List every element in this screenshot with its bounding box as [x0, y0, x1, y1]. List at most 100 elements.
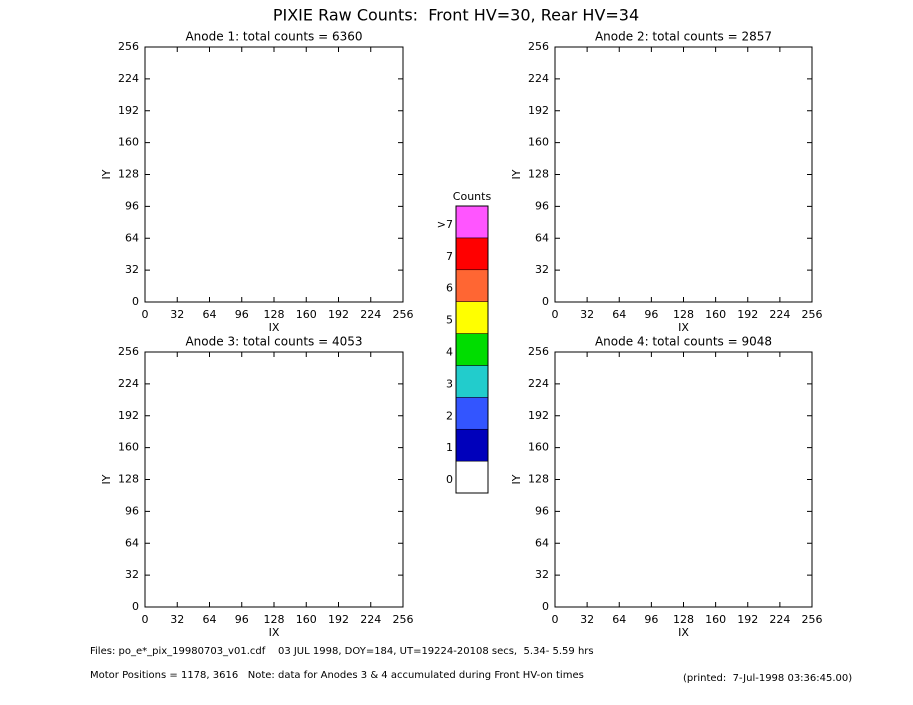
y-tick-label: 192	[118, 104, 139, 117]
x-tick-label: 224	[360, 613, 381, 626]
y-tick-label: 192	[528, 104, 549, 117]
y-tick-label: 64	[125, 231, 139, 244]
colorbar-swatch	[455, 397, 489, 430]
plot-frame	[554, 351, 813, 608]
y-tick-label: 128	[528, 168, 549, 181]
x-tick-label: 128	[673, 613, 694, 626]
panel-title: Anode 3: total counts = 4053	[185, 335, 362, 349]
plot-frame	[554, 46, 813, 303]
colorbar-swatch	[455, 301, 489, 334]
y-tick-label: 0	[542, 295, 549, 308]
x-tick-label: 224	[360, 308, 381, 321]
y-tick-label: 96	[125, 199, 139, 212]
x-tick-label: 96	[644, 613, 658, 626]
colorbar-swatch	[455, 205, 489, 239]
x-tick-label: 256	[802, 613, 823, 626]
colorbar-swatch	[455, 428, 489, 462]
y-tick-label: 64	[535, 536, 549, 549]
x-tick-label: 32	[580, 613, 594, 626]
y-tick-label: 32	[535, 263, 549, 276]
x-tick-label: 192	[328, 613, 349, 626]
x-axis-label: IX	[269, 321, 280, 334]
y-tick-label: 160	[528, 136, 549, 149]
y-tick-label: 192	[118, 409, 139, 422]
y-tick-label: 256	[528, 345, 549, 358]
y-tick-label: 224	[118, 377, 139, 390]
y-tick-label: 0	[132, 295, 139, 308]
x-tick-label: 224	[769, 613, 790, 626]
y-tick-label: 224	[528, 377, 549, 390]
x-tick-label: 32	[170, 308, 184, 321]
x-tick-label: 256	[802, 308, 823, 321]
y-axis-label: IY	[510, 169, 523, 179]
footer-files: Files: po_e*_pix_19980703_v01.cdf 03 JUL…	[90, 646, 594, 657]
y-tick-label: 256	[118, 345, 139, 358]
y-axis-label: IY	[510, 474, 523, 484]
colorbar-label: >7	[437, 218, 453, 231]
colorbar-swatch	[455, 460, 489, 494]
y-tick-label: 160	[118, 441, 139, 454]
x-tick-label: 160	[705, 613, 726, 626]
x-tick-label: 128	[673, 308, 694, 321]
x-tick-label: 0	[552, 613, 559, 626]
y-tick-label: 160	[118, 136, 139, 149]
y-tick-label: 32	[535, 568, 549, 581]
x-tick-label: 160	[296, 308, 317, 321]
x-tick-label: 128	[264, 308, 285, 321]
colorbar-swatch	[455, 365, 489, 398]
y-tick-label: 32	[125, 263, 139, 276]
x-tick-label: 64	[203, 308, 217, 321]
colorbar-label: 3	[446, 377, 453, 390]
colorbar-label: 6	[446, 282, 453, 295]
colorbar-title: Counts	[453, 190, 492, 203]
colorbar-label: 1	[446, 441, 453, 454]
x-tick-label: 0	[552, 308, 559, 321]
colorbar-label: 2	[446, 409, 453, 422]
plot-frame	[144, 46, 404, 303]
x-axis-label: IX	[678, 626, 689, 639]
y-axis-label: IY	[100, 169, 113, 179]
colorbar-frame	[455, 205, 489, 494]
y-tick-label: 96	[535, 199, 549, 212]
footer-motor: Motor Positions = 1178, 3616 Note: data …	[90, 670, 584, 681]
y-tick-label: 224	[118, 72, 139, 85]
y-tick-label: 0	[132, 600, 139, 613]
x-tick-label: 64	[203, 613, 217, 626]
panel-title: Anode 2: total counts = 2857	[595, 30, 772, 44]
colorbar-swatch	[455, 237, 489, 271]
y-tick-label: 64	[125, 536, 139, 549]
x-tick-label: 32	[580, 308, 594, 321]
y-tick-label: 160	[528, 441, 549, 454]
y-tick-label: 96	[125, 504, 139, 517]
x-tick-label: 0	[142, 613, 149, 626]
plot-frame	[144, 351, 404, 608]
panel-title: Anode 4: total counts = 9048	[595, 335, 772, 349]
y-tick-label: 192	[528, 409, 549, 422]
x-tick-label: 96	[235, 613, 249, 626]
x-tick-label: 96	[644, 308, 658, 321]
page-title: PIXIE Raw Counts: Front HV=30, Rear HV=3…	[273, 6, 639, 25]
x-tick-label: 96	[235, 308, 249, 321]
y-tick-label: 0	[542, 600, 549, 613]
x-tick-label: 0	[142, 308, 149, 321]
x-axis-label: IX	[678, 321, 689, 334]
x-tick-label: 64	[612, 308, 626, 321]
x-tick-label: 256	[393, 613, 414, 626]
x-axis-label: IX	[269, 626, 280, 639]
footer-printed: (printed: 7-Jul-1998 03:36:45.00)	[683, 673, 852, 684]
y-tick-label: 96	[535, 504, 549, 517]
x-tick-label: 256	[393, 308, 414, 321]
y-tick-label: 128	[118, 168, 139, 181]
y-tick-label: 224	[528, 72, 549, 85]
x-tick-label: 192	[737, 308, 758, 321]
x-tick-label: 64	[612, 613, 626, 626]
x-tick-label: 160	[705, 308, 726, 321]
x-tick-label: 32	[170, 613, 184, 626]
colorbar-label: 4	[446, 346, 453, 359]
x-tick-label: 192	[737, 613, 758, 626]
colorbar-label: 0	[446, 473, 453, 486]
y-tick-label: 256	[528, 40, 549, 53]
x-tick-label: 160	[296, 613, 317, 626]
colorbar-label: 7	[446, 250, 453, 263]
